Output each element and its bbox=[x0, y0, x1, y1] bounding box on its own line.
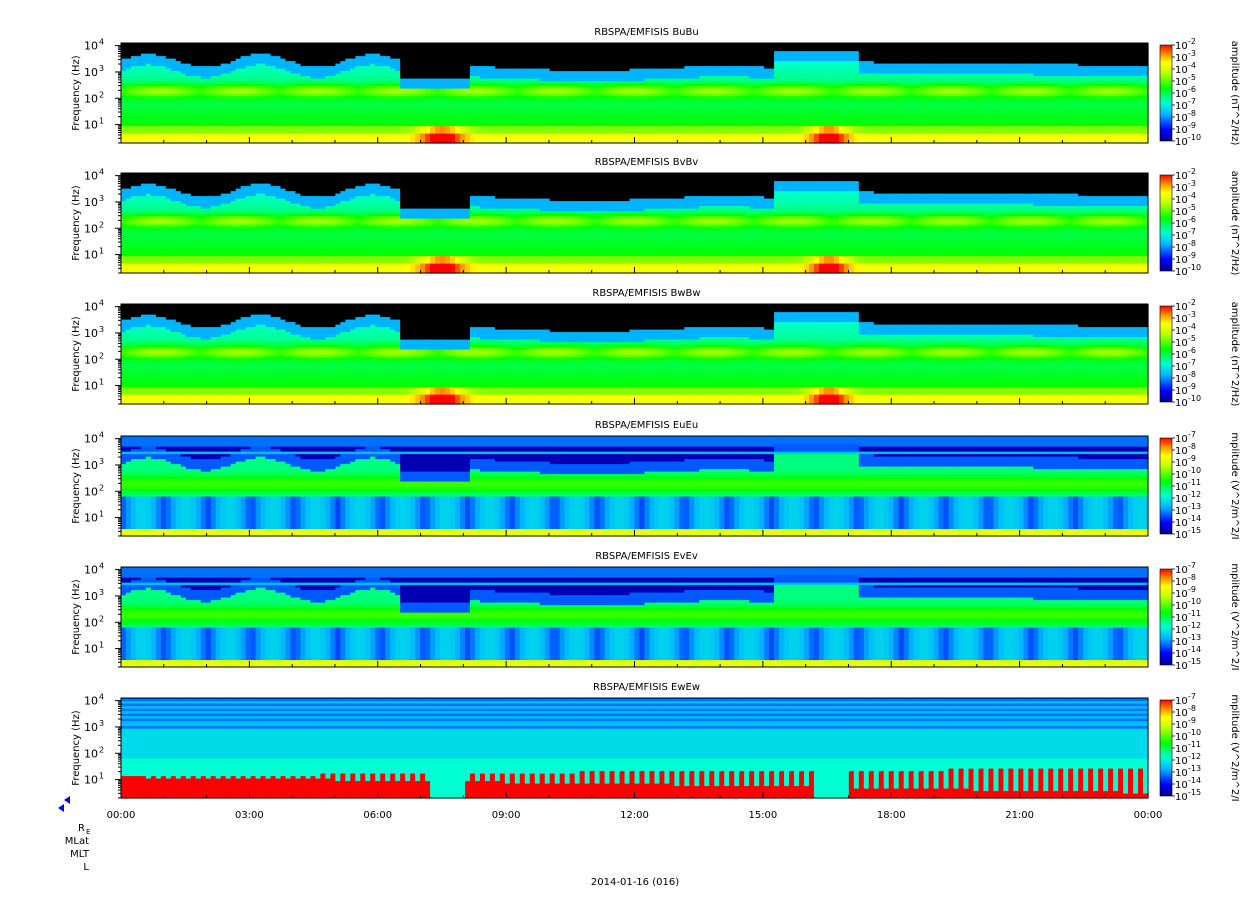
spectrogram-image bbox=[121, 43, 1149, 144]
